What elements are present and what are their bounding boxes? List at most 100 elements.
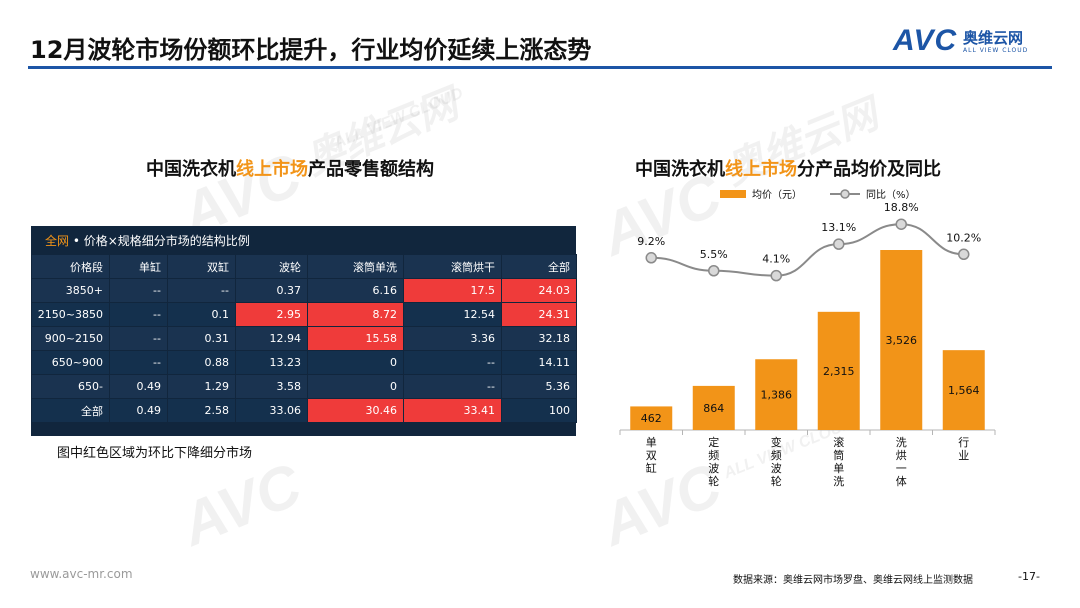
table-cell: 12.54 — [403, 302, 502, 327]
table-note: 图中红色区域为环比下降细分市场 — [57, 446, 253, 461]
table-cell: 0.49 — [109, 374, 168, 399]
x-tick-label: 洗烘一体 — [896, 436, 907, 488]
row-label-cell: 900~2150 — [31, 326, 110, 351]
table-cell: 13.23 — [235, 350, 308, 375]
page-number: -17- — [1018, 570, 1040, 583]
right-title-post: 分产品均价及同比 — [797, 159, 941, 180]
table-header-cell: 波轮 — [235, 254, 308, 279]
table-cell: 3.36 — [403, 326, 502, 351]
yoy-point — [770, 269, 782, 282]
right-title-pre: 中国洗衣机 — [635, 159, 725, 180]
table-cell: -- — [403, 374, 502, 399]
table-cell: 33.41 — [403, 398, 502, 423]
bar-value-label: 2,315 — [823, 365, 855, 378]
yoy-value-label: 5.5% — [700, 248, 728, 261]
table-cell: -- — [403, 350, 502, 375]
table-cell: 0.88 — [167, 350, 236, 375]
x-tick-label: 变频波轮 — [771, 435, 782, 488]
table-header-cell: 全部 — [501, 254, 577, 279]
row-label-cell: 全部 — [31, 398, 110, 423]
yoy-value-label: 9.2% — [637, 235, 665, 248]
table-cell: -- — [109, 326, 168, 351]
table-cell: 32.18 — [501, 326, 577, 351]
yoy-point — [895, 218, 907, 230]
x-tick-label: 单双缸 — [646, 436, 657, 475]
table-cell: 0.49 — [109, 398, 168, 423]
header-divider — [28, 66, 1052, 69]
logo-cn-text: 奥维云网 — [963, 29, 1024, 47]
table-cell: -- — [167, 278, 236, 303]
bar — [692, 385, 735, 430]
table-cell: 5.36 — [501, 374, 577, 399]
table-cell: 24.31 — [501, 302, 577, 327]
table-row: 650- 0.49 1.29 3.58 0 -- 5.36 — [31, 374, 577, 399]
legend-label-yoy: 同比（%） — [866, 189, 916, 201]
table-cell: 8.72 — [307, 302, 404, 327]
yoy-value-label: 13.1% — [821, 221, 856, 234]
table-cell: 15.58 — [307, 326, 404, 351]
x-tick-label: 行业 — [958, 436, 969, 462]
row-label-cell: 650~900 — [31, 350, 110, 375]
table-title-highlight: 全网 — [45, 234, 70, 248]
right-chart-title: 中国洗衣机线上市场分产品均价及同比 — [635, 155, 941, 181]
bar-value-label: 864 — [703, 402, 724, 415]
left-title-post: 产品零售额结构 — [308, 159, 434, 180]
structure-table-panel: 全网 • 价格×规格细分市场的结构比例 价格段 单缸 双缸 波轮 滚筒单洗 滚筒烘干 全部 … — [31, 226, 577, 436]
watermark-mark: AVC — [171, 450, 311, 559]
bar — [755, 359, 798, 430]
row-label-cell: 2150~3850 — [31, 302, 110, 327]
table-header-cell: 价格段 — [31, 254, 110, 279]
logo-en-text: ALL VIEW CLOUD — [963, 47, 1029, 54]
bar — [817, 311, 860, 430]
left-chart-title: 中国洗衣机线上市场产品零售额结构 — [146, 155, 434, 181]
table-header-cell: 滚筒单洗 — [307, 254, 404, 279]
legend-label-price: 均价（元） — [752, 189, 802, 201]
table-cell: -- — [109, 350, 168, 375]
table-cell: 0.1 — [167, 302, 236, 327]
table-cell: 100 — [501, 398, 577, 423]
table-cell: 0 — [307, 374, 404, 399]
table-cell: 17.5 — [403, 278, 502, 303]
table-header-cell: 滚筒烘干 — [403, 254, 502, 279]
table-row: 900~2150 -- 0.31 12.94 15.58 3.36 32.18 — [31, 326, 577, 351]
table-cell: -- — [109, 278, 168, 303]
table-cell: 6.16 — [307, 278, 404, 303]
table-cell: 33.06 — [235, 398, 308, 423]
table-cell: 12.94 — [235, 326, 308, 351]
yoy-point — [833, 238, 845, 250]
row-label-cell: 3850+ — [31, 278, 110, 303]
table-cell: 0 — [307, 350, 404, 375]
page-title: 12月波轮市场份额环比提升，行业均价延续上涨态势 — [30, 36, 592, 64]
yoy-point — [958, 248, 970, 261]
table-cell: 30.46 — [307, 398, 404, 423]
table-header-cell: 单缸 — [109, 254, 168, 279]
price-yoy-chart: 均价（元） 同比（%） 462 单双缸 864 定频波轮 1,386 变频波轮 2,315 滚筒单… — [619, 189, 996, 488]
right-title-highlight: 线上市场 — [725, 159, 797, 180]
yoy-value-label: 18.8% — [884, 201, 919, 214]
table-row: 2150~3850 -- 0.1 2.95 8.72 12.54 24.31 — [31, 302, 577, 327]
table-cell: 0.37 — [235, 278, 308, 303]
table-cell: 24.03 — [501, 278, 577, 303]
yoy-value-label: 10.2% — [946, 231, 981, 244]
x-tick-label: 滚筒单洗 — [833, 435, 844, 488]
bar-value-label: 1,386 — [761, 389, 793, 402]
table-cell: 3.58 — [235, 374, 308, 399]
watermark-en: ALL VIEW CLOUD — [331, 84, 466, 153]
footer-url: www.avc-mr.com — [30, 567, 133, 581]
yoy-point — [708, 265, 720, 277]
table-cell: 1.29 — [167, 374, 236, 399]
avc-logo: AVC 奥维云网 ALL VIEW CLOUD — [893, 24, 1053, 60]
legend-marker-yoy — [840, 189, 850, 199]
table-cell: 14.11 — [501, 350, 577, 375]
table-row: 3850+ -- -- 0.37 6.16 17.5 24.03 — [31, 278, 577, 303]
bar-value-label: 462 — [641, 412, 662, 425]
x-tick-label: 定频波轮 — [708, 435, 719, 488]
yoy-value-label: 4.1% — [762, 253, 790, 266]
row-label-cell: 650- — [31, 374, 110, 399]
table-header-cell: 双缸 — [167, 254, 236, 279]
yoy-point — [645, 252, 657, 264]
left-title-pre: 中国洗衣机 — [146, 159, 236, 180]
table-title: 全网 • 价格×规格细分市场的结构比例 — [45, 232, 250, 249]
bar — [880, 250, 923, 430]
bar — [942, 350, 985, 430]
